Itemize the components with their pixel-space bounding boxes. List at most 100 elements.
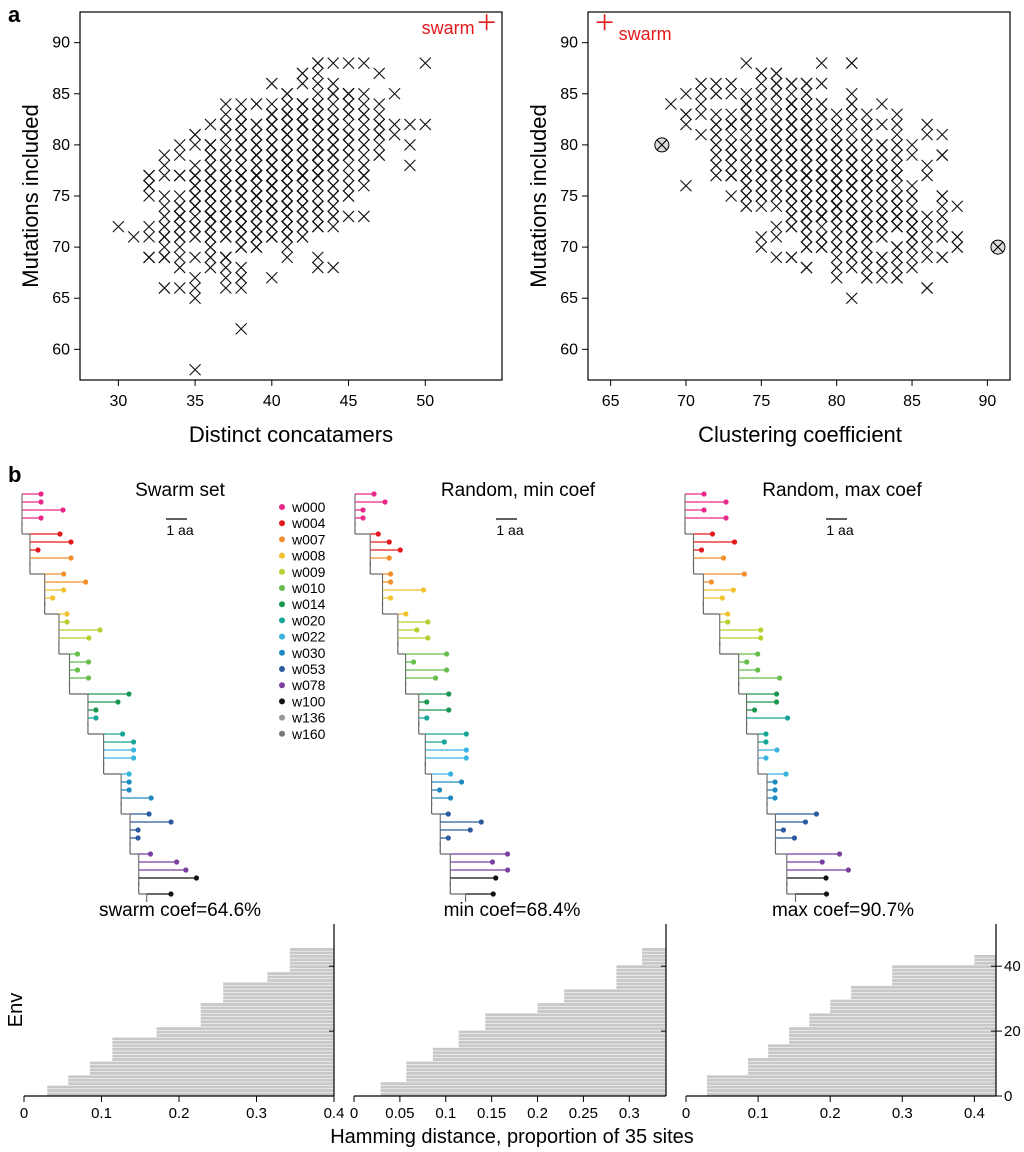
hist-bar <box>851 992 996 996</box>
hist-bar <box>809 1023 996 1027</box>
legend-swatch-w078 <box>279 682 285 689</box>
scatter-concatamers-point <box>204 139 217 151</box>
scatter-clustering-point <box>770 108 783 121</box>
scatter-concatamers-point <box>265 231 278 243</box>
scatter-concatamers-point <box>311 190 324 202</box>
tree-tip <box>131 747 137 753</box>
hist-bar <box>809 1016 996 1020</box>
scatter-concatamers-point <box>311 149 324 161</box>
scatter-concatamers-points: swarm <box>112 14 495 376</box>
hist-bar <box>458 1030 666 1034</box>
hist-bar <box>406 1075 666 1079</box>
legend-swatch-w008 <box>279 552 285 559</box>
hist-bar <box>200 1023 334 1027</box>
scatter-clustering-point <box>891 159 903 172</box>
tree-max-scale-label: 1 aa <box>826 522 853 538</box>
scatter-clustering-point <box>800 200 813 213</box>
scatter-concatamers-point <box>235 128 248 141</box>
scatter-concatamers-point <box>311 128 324 141</box>
hist-bar <box>112 1051 334 1055</box>
scatter-concatamers-point <box>404 118 416 131</box>
scatter-clustering-point <box>770 220 783 233</box>
scatter-concatamers-point <box>311 139 324 151</box>
tree-tip <box>780 827 787 833</box>
scatter-concatamers-point <box>189 282 201 294</box>
tree-tip <box>97 627 103 633</box>
scatter-concatamers-point <box>143 220 155 233</box>
scatter-clustering-point <box>800 169 813 182</box>
scatter-clustering-point <box>800 261 813 274</box>
scatter-concatamers-point <box>219 190 232 202</box>
scatter-concatamers-ytick-label: 85 <box>52 86 70 103</box>
hist-ylabel: Env <box>5 993 27 1027</box>
scatter-clustering-chart: swarm 65 70 75 80 85 90 60 65 70 75 80 85 90 Cluster… <box>526 11 1011 447</box>
scatter-concatamers-point <box>219 169 232 182</box>
scatter-clustering-point <box>755 179 768 192</box>
scatter-clustering-point <box>740 159 753 172</box>
scatter-concatamers-point <box>281 87 294 100</box>
scatter-concatamers-point <box>189 179 201 192</box>
scatter-clustering-point <box>830 231 843 243</box>
scatter-clustering-point <box>740 128 753 141</box>
hist-bar <box>830 1003 996 1006</box>
scatter-clustering-point <box>680 118 692 131</box>
hist-bar <box>485 1027 666 1031</box>
tree-tip <box>120 731 126 737</box>
scatter-concatamers-point <box>158 159 171 172</box>
hist-bar <box>47 1085 334 1089</box>
scatter-clustering-point <box>860 251 873 264</box>
tree-tip <box>174 859 180 865</box>
scatter-clustering-point <box>845 241 858 253</box>
scatter-concatamers-point <box>189 139 201 151</box>
tree-tip <box>755 651 761 657</box>
scatter-concatamers-point <box>373 108 386 121</box>
scatter-clustering-point <box>876 179 888 192</box>
hist-bar <box>223 985 334 989</box>
scatter-concatamers-point <box>265 169 278 182</box>
hist-bar <box>200 1010 334 1013</box>
tree-tip <box>723 499 729 505</box>
scatter-clustering-ytick-label: 85 <box>560 86 578 103</box>
scatter-concatamers-point <box>204 210 217 223</box>
scatter-clustering-point <box>891 179 903 192</box>
scatter-clustering-point <box>755 149 768 161</box>
scatter-clustering-point <box>755 200 768 213</box>
scatter-clustering-point <box>830 169 843 182</box>
scatter-concatamers-point <box>173 200 186 213</box>
scatter-clustering-point <box>860 261 873 274</box>
hist-bar <box>789 1034 996 1037</box>
scatter-clustering-point <box>951 200 964 213</box>
tree-tip <box>436 787 443 793</box>
scatter-concatamers-point <box>250 241 263 253</box>
scatter-clustering-point <box>785 108 798 121</box>
scatter-clustering-point <box>845 98 858 110</box>
scatter-clustering-point <box>860 241 873 253</box>
tree-tip <box>61 571 67 577</box>
tree-tip <box>168 819 174 825</box>
scatter-clustering-point <box>876 220 888 233</box>
tree-tip <box>38 515 44 521</box>
hist-bar <box>289 965 334 969</box>
tree-tip <box>425 619 431 625</box>
scatter-concatamers-point <box>265 220 278 233</box>
hist-bar <box>200 1016 334 1020</box>
hist-bar <box>616 982 666 986</box>
scatter-clustering-point <box>860 128 873 141</box>
scatter-clustering-point <box>710 77 722 90</box>
scatter-concatamers-point <box>296 139 309 151</box>
hist-bar <box>809 1020 996 1024</box>
scatter-concatamers-point <box>235 271 248 284</box>
scatter-clustering-point <box>860 139 873 151</box>
scatter-clustering-point <box>815 231 828 243</box>
hist-bar <box>537 1003 666 1006</box>
hist-bar <box>458 1044 666 1048</box>
scatter-clustering-point <box>815 139 828 151</box>
scatter-clustering-point <box>710 118 722 131</box>
hist-bar <box>789 1037 996 1041</box>
tree-tip <box>478 819 484 825</box>
scatter-concatamers-point <box>158 241 171 253</box>
scatter-clustering-point <box>785 210 798 223</box>
legend-label-w007: w007 <box>291 531 326 547</box>
tree-swarm-scale-label: 1 aa <box>166 522 193 538</box>
scatter-clustering-point <box>891 118 903 131</box>
